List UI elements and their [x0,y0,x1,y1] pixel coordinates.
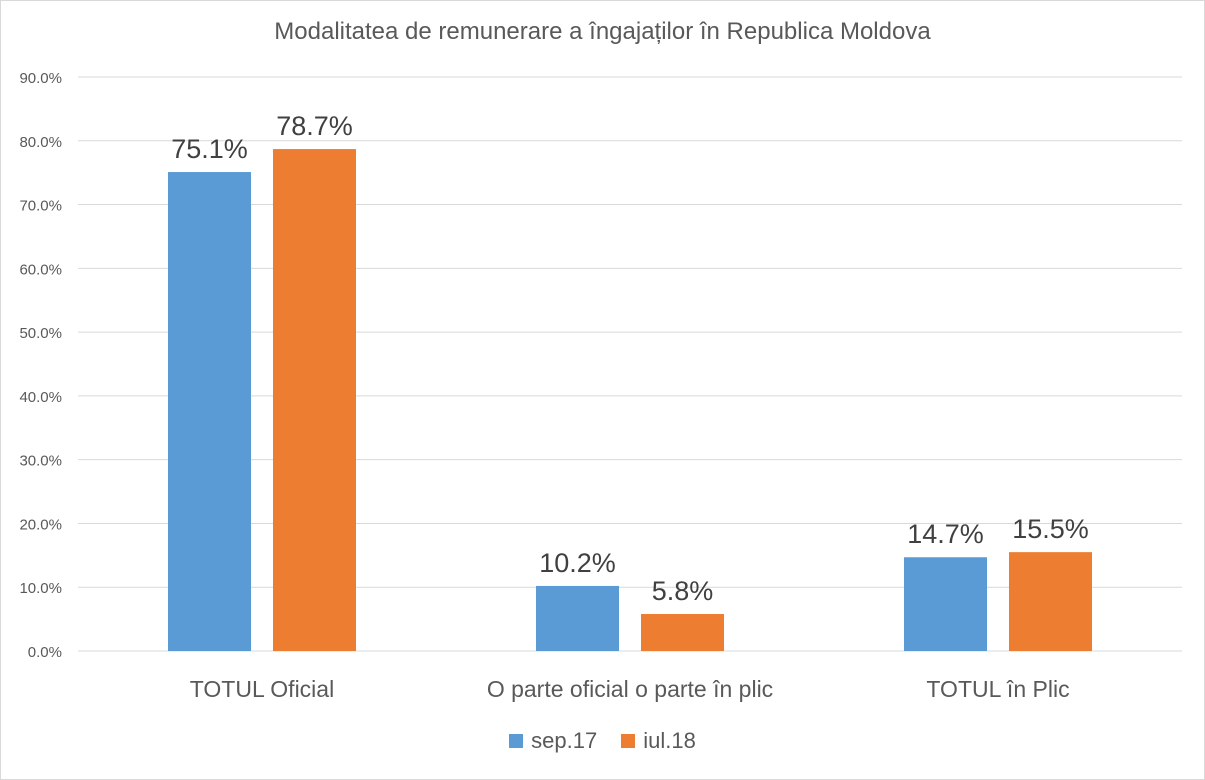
legend-label-series-2: iul.18 [643,728,696,753]
bar [273,149,356,651]
chart-title: Modalitatea de remunerare a îngajaților … [274,18,931,45]
y-tick-label: 50.0% [19,325,62,342]
data-label: 15.5% [1012,514,1089,544]
data-label: 5.8% [652,576,714,606]
legend: sep.17 iul.18 [0,728,1205,754]
y-tick-label: 10.0% [19,580,62,597]
legend-item-series-1: sep.17 [509,728,597,754]
y-tick-label: 20.0% [19,516,62,533]
legend-label-series-1: sep.17 [531,728,598,753]
x-tick-label: O parte oficial o parte în plic [487,676,773,702]
data-label: 14.7% [907,519,984,549]
x-tick-label: TOTUL în Plic [926,676,1069,702]
bar [904,557,987,651]
y-tick-label: 80.0% [19,134,62,151]
bar [1009,552,1092,651]
data-label: 78.7% [276,111,353,141]
y-tick-label: 90.0% [19,70,62,87]
legend-item-series-2: iul.18 [621,728,696,754]
data-label: 75.1% [171,134,248,164]
bar [168,172,251,652]
y-tick-label: 30.0% [19,453,62,470]
legend-swatch-series-2 [621,734,636,748]
y-tick-label: 60.0% [19,261,62,278]
y-tick-label: 70.0% [19,198,62,215]
data-label: 10.2% [539,548,616,578]
bar [641,614,724,651]
x-tick-label: TOTUL Oficial [190,676,334,702]
y-tick-label: 0.0% [28,644,62,661]
bar [536,585,619,651]
bar-chart: 0.0% 10.0% 20.0% 30.0% 40.0% 50.0% 60.0% 70.0% 8… [19,70,1182,702]
legend-swatch-series-1 [509,734,524,748]
y-tick-label: 40.0% [19,389,62,406]
